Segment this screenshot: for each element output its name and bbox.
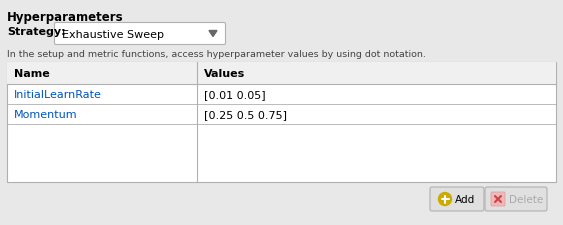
Text: In the setup and metric functions, access hyperparameter values by using dot not: In the setup and metric functions, acces… <box>7 50 426 59</box>
Text: Values: Values <box>204 69 245 79</box>
FancyBboxPatch shape <box>55 23 226 45</box>
Text: Add: Add <box>455 194 475 204</box>
Text: Hyperparameters: Hyperparameters <box>7 11 124 24</box>
Text: [0.25 0.5 0.75]: [0.25 0.5 0.75] <box>204 110 287 119</box>
Text: [0.01 0.05]: [0.01 0.05] <box>204 90 266 99</box>
Text: InitialLearnRate: InitialLearnRate <box>14 90 102 99</box>
Text: Name: Name <box>14 69 50 79</box>
Polygon shape <box>209 31 217 37</box>
FancyBboxPatch shape <box>491 192 505 206</box>
Circle shape <box>439 193 452 206</box>
Bar <box>7 63 556 85</box>
FancyBboxPatch shape <box>485 187 547 211</box>
Text: Strategy:: Strategy: <box>7 27 66 37</box>
Bar <box>7 63 556 182</box>
FancyBboxPatch shape <box>430 187 484 211</box>
Text: Momentum: Momentum <box>14 110 78 119</box>
Text: Delete: Delete <box>509 194 543 204</box>
Text: Exhaustive Sweep: Exhaustive Sweep <box>62 29 164 39</box>
